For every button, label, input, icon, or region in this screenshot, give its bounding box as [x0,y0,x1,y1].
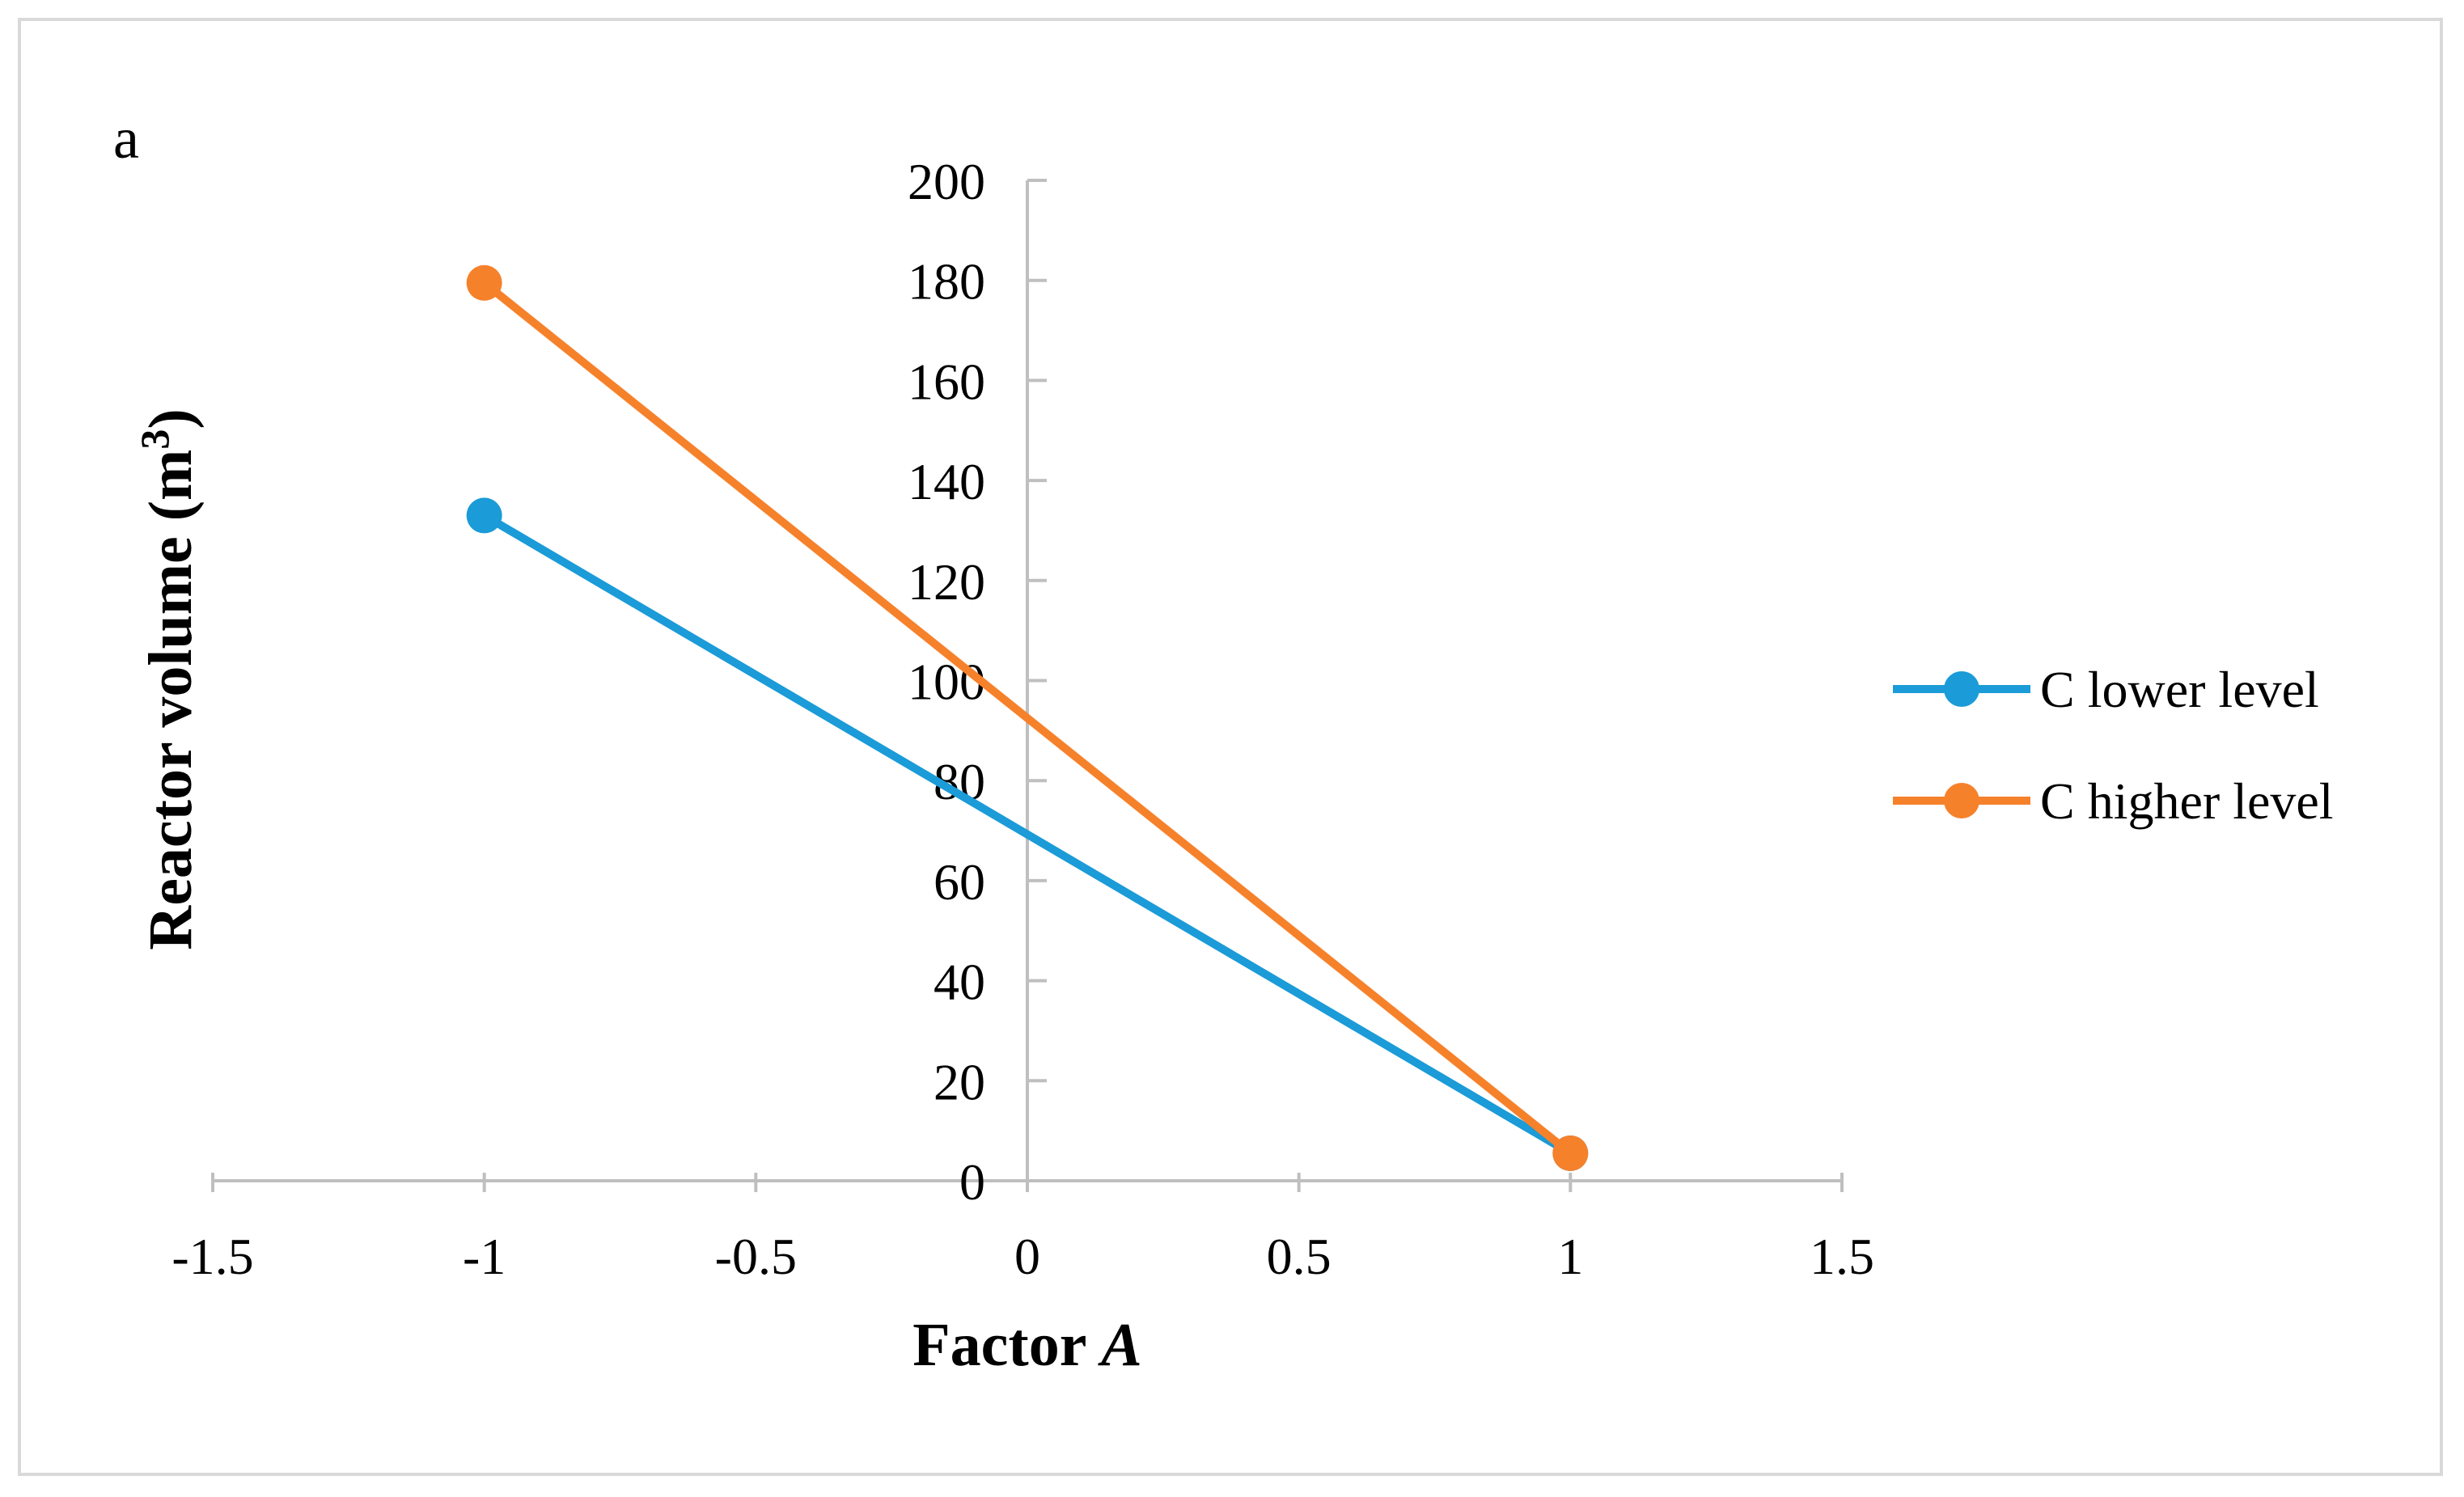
x-tick-label: -1 [463,1228,506,1285]
y-tick-label: 180 [908,253,985,311]
x-tick-label: -0.5 [715,1228,797,1285]
series-2 [466,264,1589,1171]
axes [211,179,1844,1192]
x-tick-label: -1.5 [171,1228,253,1285]
legend-label: C higher level [2040,772,2334,830]
x-tick-label: 1 [1557,1228,1583,1285]
y-tick-label: 120 [908,553,985,611]
y-tick-label: 40 [934,954,985,1011]
x-tick-label: 1.5 [1810,1228,1874,1285]
x-tick-label: 0 [1014,1228,1040,1285]
legend-item: C higher level [1893,772,2334,830]
legend-marker [1944,671,1979,707]
y-tick-label: 140 [908,453,985,510]
legend-label: C lower level [2040,661,2319,718]
data-point [466,497,502,534]
legend-marker [1944,783,1979,818]
x-axis-label: Factor A [912,1311,1142,1379]
data-point [466,264,502,301]
y-tick-label: 160 [908,353,985,410]
y-axis-label: Reactor volume (m3) [132,408,205,949]
y-tick-label: 200 [908,153,985,210]
y-tick-label: 20 [934,1053,985,1110]
y-tick-label: 60 [934,853,985,911]
panel-label: a [113,106,139,171]
legend: C lower level C higher level [1893,661,2334,830]
chart-frame [18,18,2443,1476]
x-tick-labels: -1.5 -1 -0.5 0 0.5 1 1.5 [171,1228,1874,1285]
series-group [466,264,1589,1171]
y-tick-label: 0 [959,1153,985,1211]
y-tick-label: 100 [908,653,985,711]
x-tick-label: 0.5 [1267,1228,1331,1285]
legend-item: C lower level [1893,661,2319,718]
data-point [1552,1135,1589,1171]
series-line [481,279,1573,1157]
series-line [482,512,1573,1157]
